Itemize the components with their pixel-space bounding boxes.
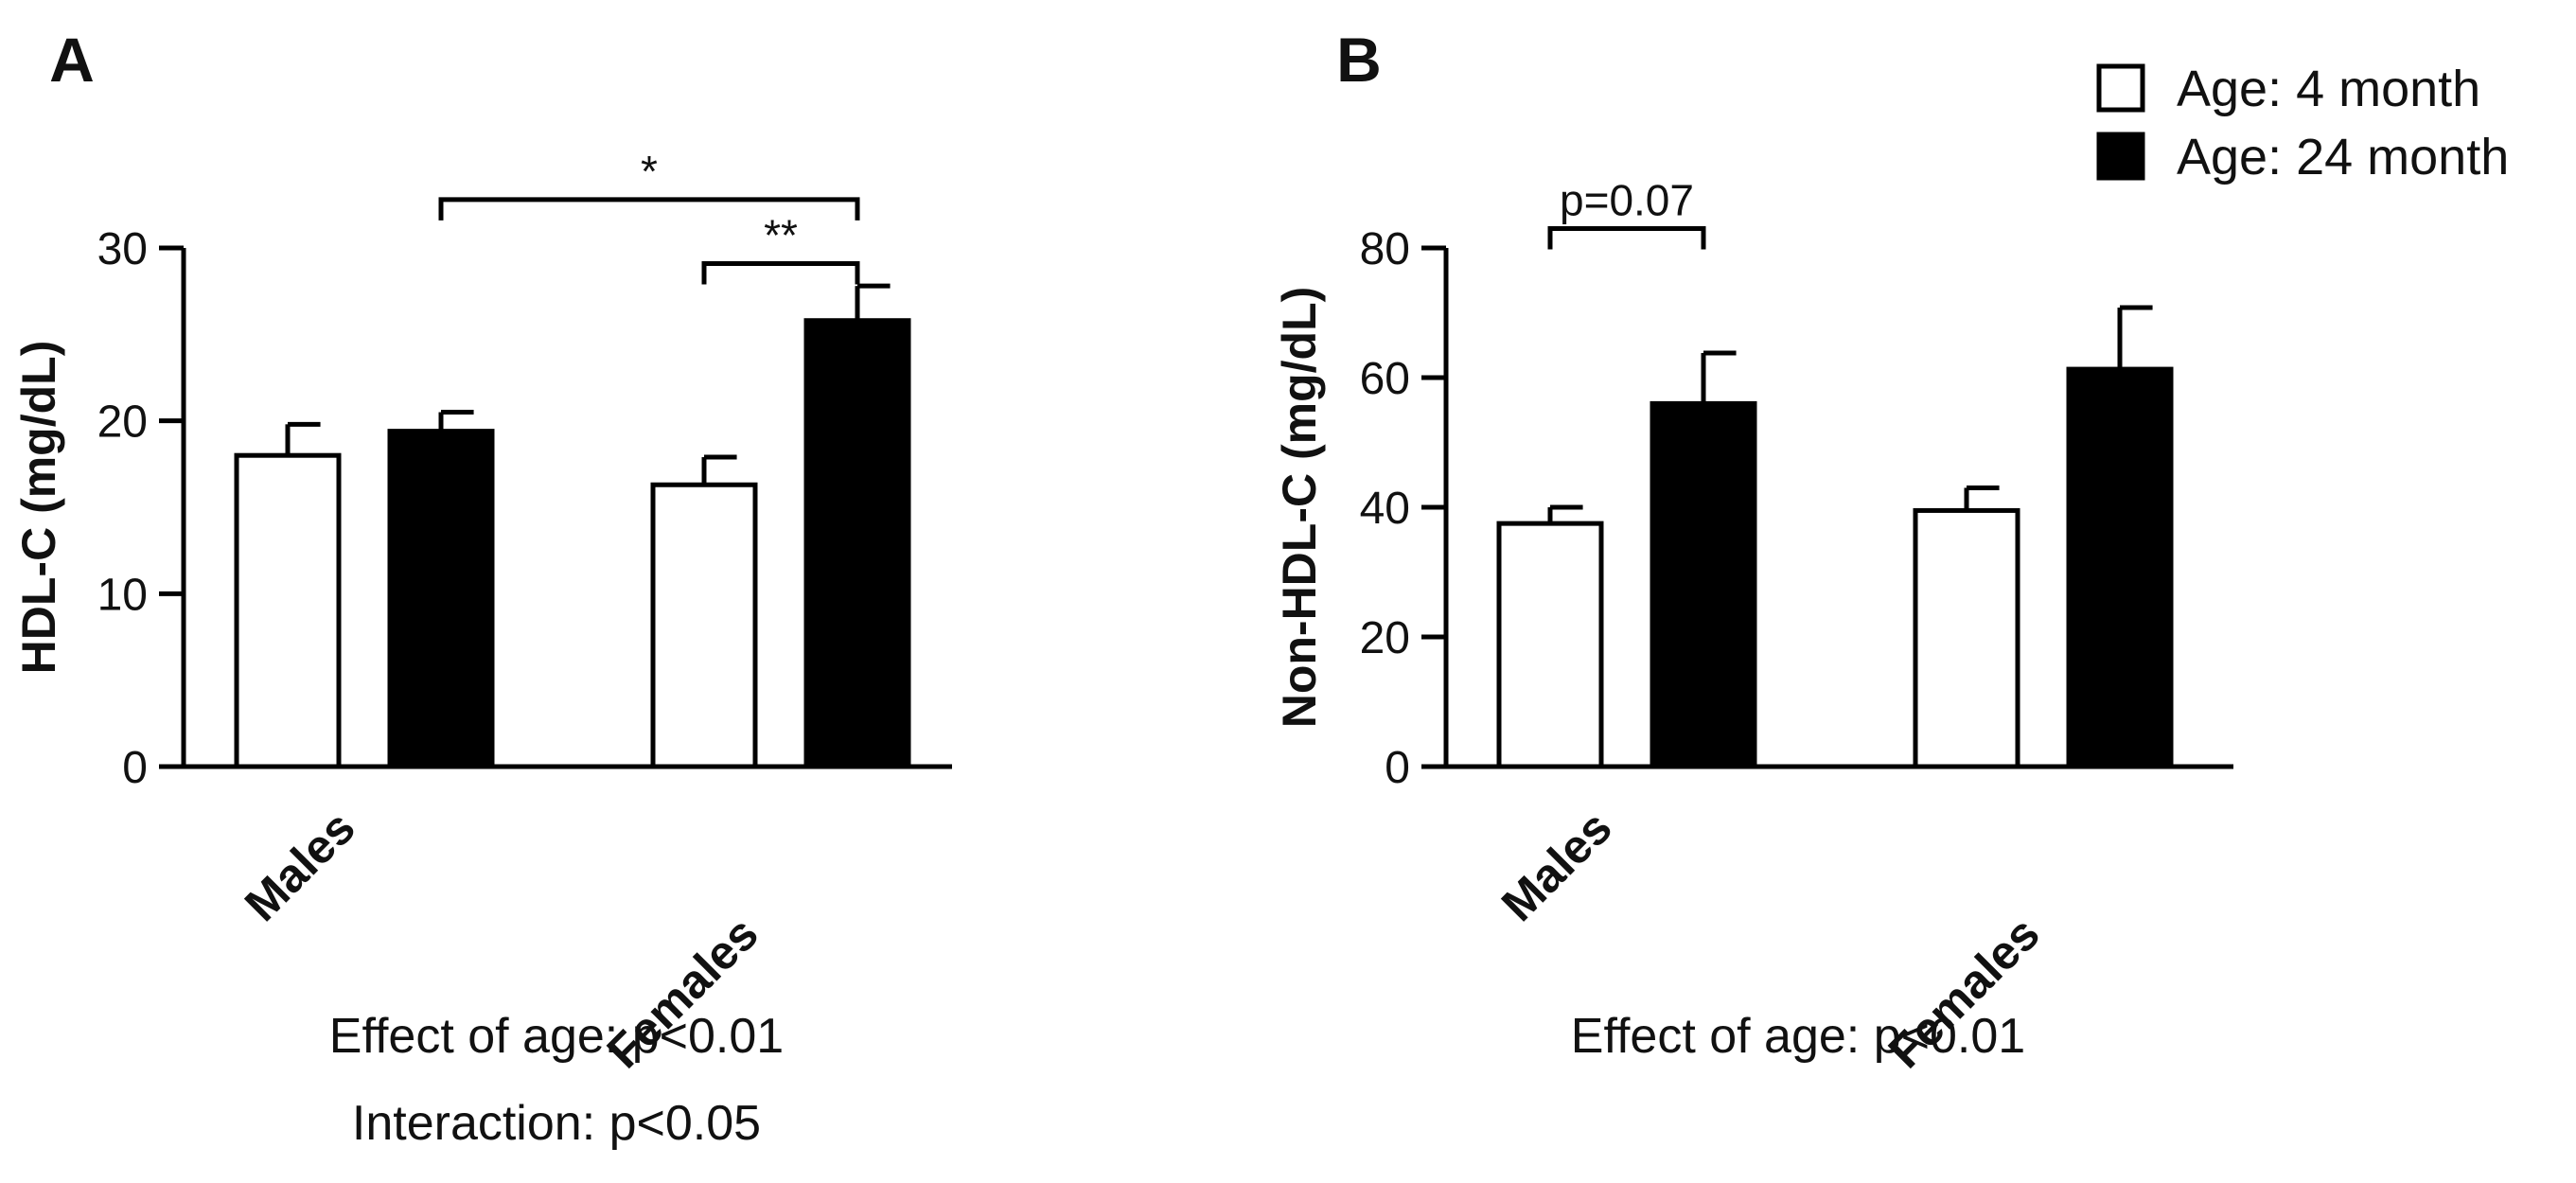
- y-tick-label: 30: [97, 224, 148, 274]
- legend-label: Age: 4 month: [2177, 61, 2480, 117]
- y-tick-label: 20: [1360, 613, 1410, 663]
- bar: [803, 318, 911, 769]
- bar: [234, 452, 342, 769]
- bar: [1913, 507, 2020, 769]
- stats-note: Effect of age: p<0.01: [1571, 1009, 2025, 1064]
- stats-note: Effect of age: p<0.01: [329, 1009, 784, 1064]
- bar: [1650, 400, 1757, 769]
- y-axis-title: HDL-C (mg/dL): [12, 341, 65, 675]
- panel-letter: B: [1336, 25, 1382, 95]
- legend: Age: 4 month Age: 24 month: [2096, 61, 2509, 185]
- legend-swatch: [2096, 132, 2145, 181]
- significance-bracket: [438, 197, 860, 221]
- category-label: Males: [235, 801, 365, 931]
- bar: [650, 482, 758, 769]
- significance-label: *: [641, 147, 658, 196]
- y-tick-label: 40: [1360, 484, 1410, 534]
- y-tick-label: 10: [97, 570, 148, 620]
- significance-bracket: [701, 260, 860, 285]
- y-tick-label: 80: [1360, 224, 1410, 274]
- significance-label: **: [764, 210, 798, 259]
- bar: [2066, 366, 2174, 769]
- significance-label: p=0.07: [1560, 175, 1694, 224]
- legend-label: Age: 24 month: [2177, 129, 2509, 185]
- bar: [387, 429, 495, 769]
- y-tick-label: 0: [1385, 743, 1410, 793]
- y-tick-label: 60: [1360, 354, 1410, 404]
- y-axis-title: Non-HDL-C (mg/dL): [1273, 287, 1326, 729]
- y-tick-label: 20: [97, 397, 148, 448]
- category-label: Males: [1491, 801, 1622, 931]
- significance-bracket: [1547, 225, 1706, 250]
- bar: [1496, 521, 1604, 769]
- stats-note: Interaction: p<0.05: [352, 1096, 761, 1151]
- legend-swatch: [2096, 63, 2145, 113]
- panel-letter: A: [49, 25, 95, 95]
- y-tick-label: 0: [122, 743, 148, 793]
